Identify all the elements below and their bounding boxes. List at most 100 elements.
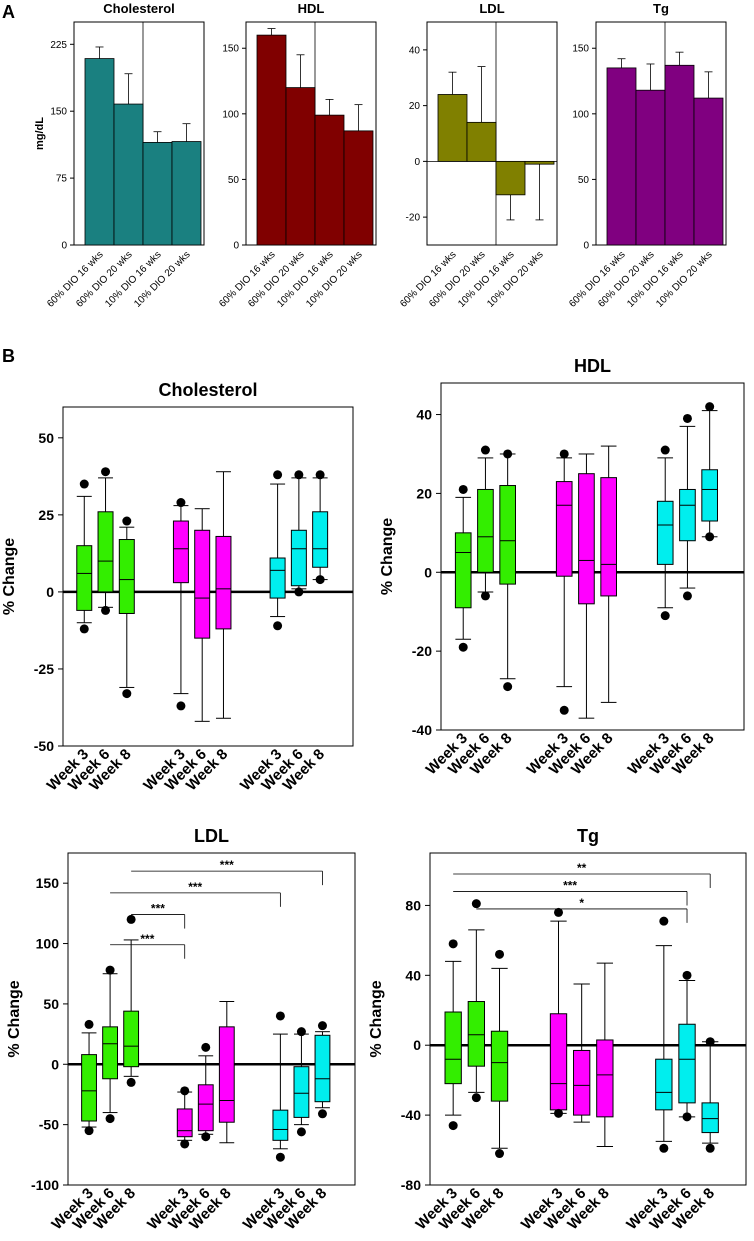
box-ytick-label-ldl-2: 0 — [51, 1056, 59, 1072]
box-ytick-label-ldl-3: 50 — [43, 996, 59, 1012]
outlier-cholesterol-1-1 — [79, 479, 89, 489]
bar-ytick-label-hdl-0: 0 — [233, 241, 239, 252]
box-tg-9 — [701, 1102, 719, 1134]
box-ytick-label-cholesterol-3: 25 — [38, 507, 54, 523]
bar-ldl-3 — [495, 160, 526, 196]
bar-cholesterol-1 — [84, 58, 115, 246]
outlier-ldl-2-1 — [105, 965, 115, 975]
box-hdl-6 — [600, 477, 617, 597]
box-ldl-1 — [81, 1054, 97, 1122]
outlier-tg-8-1 — [682, 970, 692, 980]
panel-label-a: A — [2, 2, 15, 22]
sig-label-tg-1: ** — [577, 861, 587, 875]
box-ylabel-hdl: % Change — [379, 518, 396, 595]
box-ytick-label-hdl-4: 40 — [416, 407, 432, 423]
bar-category-label-cholesterol-4: 10% DIO 20 wks — [132, 249, 192, 309]
box-hdl-7 — [656, 500, 674, 565]
box-tg-2 — [467, 1001, 486, 1067]
outlier-ldl-2-2 — [105, 1114, 115, 1124]
bar-tg-3 — [664, 64, 695, 246]
box-ldl-4 — [176, 1108, 193, 1138]
box-ylabel-cholesterol: % Change — [1, 538, 18, 615]
outlier-tg-3-2 — [495, 1149, 505, 1159]
bar-cholesterol-2 — [113, 103, 144, 246]
bar-ldl-1 — [437, 94, 468, 162]
bar-ytick-label-ldl-1: 0 — [414, 157, 420, 168]
bar-ytick-label-ldl-0: -20 — [406, 213, 421, 224]
bar-hdl-3 — [314, 114, 345, 246]
outlier-ldl-9-2 — [317, 1109, 327, 1119]
box-ytick-label-hdl-1: -20 — [412, 643, 432, 659]
box-ytick-label-cholesterol-4: 50 — [38, 430, 54, 446]
sig-label-ldl-2: *** — [188, 880, 202, 894]
outlier-cholesterol-3-1 — [122, 516, 132, 526]
outlier-hdl-9-2 — [705, 532, 715, 542]
outlier-tg-7-2 — [659, 1143, 669, 1153]
outlier-tg-4-1 — [554, 907, 564, 917]
bar-cholesterol-4 — [171, 141, 202, 246]
box-ldl-6 — [218, 1026, 235, 1123]
box-hdl-3 — [499, 485, 516, 585]
box-ylabel-tg: % Change — [368, 980, 385, 1057]
outlier-tg-8-2 — [682, 1112, 692, 1122]
outlier-ldl-5-1 — [201, 1042, 211, 1052]
outlier-ldl-3-1 — [126, 914, 136, 924]
outlier-cholesterol-2-1 — [101, 467, 111, 477]
outlier-cholesterol-9-1 — [315, 470, 325, 480]
outlier-ldl-8-2 — [296, 1127, 306, 1137]
box-ytick-label-ldl-0: -100 — [31, 1177, 59, 1193]
outlier-tg-2-1 — [471, 899, 481, 909]
bar-hdl-1 — [256, 34, 287, 246]
bar-category-label-ldl-4: 10% DIO 20 wks — [485, 249, 545, 309]
outlier-cholesterol-8-1 — [294, 470, 304, 480]
bar-hdl-4 — [343, 130, 374, 246]
outlier-tg-1-2 — [448, 1121, 458, 1131]
sig-label-tg-3: * — [579, 896, 584, 910]
bar-ytick-label-tg-1: 50 — [578, 175, 590, 186]
box-ytick-label-tg-3: 40 — [405, 967, 421, 983]
box-tg-7 — [655, 1058, 673, 1111]
bar-tg-2 — [635, 89, 666, 246]
bar-category-label-hdl-4: 10% DIO 20 wks — [304, 249, 364, 309]
box-ldl-7 — [272, 1109, 289, 1141]
bar-title-hdl: HDL — [298, 1, 325, 16]
outlier-hdl-4-2 — [559, 705, 569, 715]
bar-ytick-label-ldl-2: 20 — [409, 101, 421, 112]
bar-ytick-label-cholesterol-3: 225 — [50, 40, 67, 51]
box-cholesterol-2 — [97, 511, 114, 593]
bar-ldl-4 — [524, 160, 555, 165]
box-cholesterol-8 — [290, 529, 307, 587]
box-hdl-9 — [701, 469, 718, 522]
box-ldl-3 — [123, 1010, 140, 1068]
box-ytick-label-hdl-3: 20 — [416, 485, 432, 501]
outlier-cholesterol-8-2 — [294, 587, 304, 597]
outlier-cholesterol-1-2 — [79, 624, 89, 634]
bar-ytick-label-tg-2: 100 — [572, 109, 589, 120]
outlier-tg-4-2 — [554, 1108, 564, 1118]
box-ytick-label-ldl-5: 150 — [36, 875, 60, 891]
bar-title-tg: Tg — [653, 1, 669, 16]
outlier-cholesterol-7-1 — [273, 470, 283, 480]
outlier-hdl-1-2 — [458, 642, 468, 652]
outlier-hdl-3-2 — [503, 682, 513, 692]
box-ytick-label-cholesterol-1: -25 — [34, 661, 54, 677]
box-cholesterol-9 — [312, 511, 329, 568]
box-hdl-5 — [578, 473, 595, 605]
box-ytick-label-tg-2: 0 — [413, 1037, 421, 1053]
sig-label-ldl-4: *** — [140, 932, 154, 946]
box-cholesterol-5 — [194, 529, 211, 639]
outlier-cholesterol-7-2 — [273, 621, 283, 631]
outlier-hdl-8-2 — [682, 591, 692, 601]
bar-ytick-label-hdl-1: 50 — [228, 175, 240, 186]
box-frame-hdl — [440, 382, 745, 731]
outlier-tg-9-2 — [705, 1143, 715, 1153]
box-hdl-8 — [679, 488, 696, 542]
outlier-hdl-3-1 — [503, 449, 513, 459]
outlier-ldl-9-1 — [317, 1021, 327, 1031]
